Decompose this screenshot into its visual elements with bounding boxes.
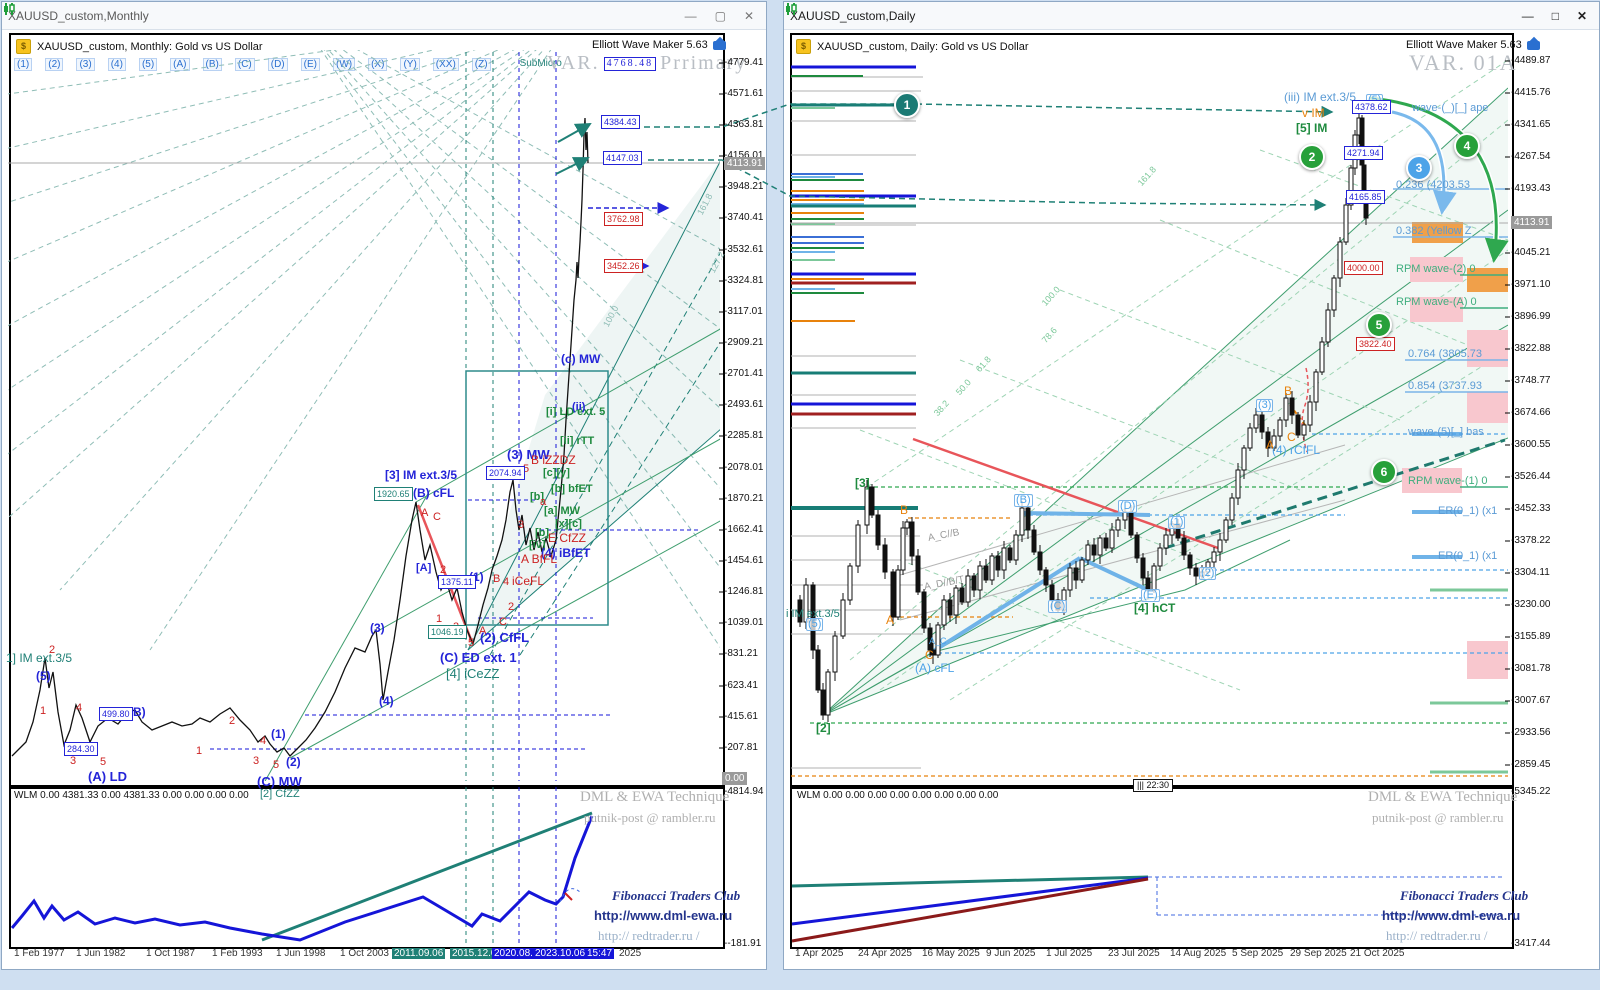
wave-button-1[interactable]: (1) — [14, 58, 33, 71]
wave-button-2[interactable]: (2) — [45, 58, 64, 71]
wave-button-C[interactable]: (C) — [234, 58, 255, 71]
maximize-button[interactable]: □ — [1551, 8, 1559, 23]
window-monthly: XAUUSD_custom,Monthly — ▢ ✕ $ XAUUSD_cus… — [1, 1, 767, 970]
graduation-cap-icon[interactable] — [1526, 40, 1540, 50]
chart-header: $ XAUUSD_custom, Monthly: Gold vs US Dol… — [16, 39, 263, 54]
brand-label: Elliott Wave Maker 5.63 — [592, 39, 726, 51]
chart-frame — [9, 33, 725, 787]
wave-button-D[interactable]: (D) — [267, 58, 288, 71]
wave-button-Y[interactable]: (Y) — [400, 58, 420, 71]
wave-button-E[interactable]: (E) — [300, 58, 320, 71]
chart-header: $ XAUUSD_custom, Daily: Gold vs US Dolla… — [796, 39, 1029, 54]
indicator-frame — [9, 787, 725, 949]
wave-button-4[interactable]: (4) — [107, 58, 126, 71]
wave-button-B[interactable]: (B) — [202, 58, 222, 71]
brand-text: Elliott Wave Maker 5.63 — [1406, 39, 1522, 51]
wave-button-X[interactable]: (X) — [368, 58, 388, 71]
wave-button-Z[interactable]: (Z) — [471, 58, 491, 71]
wave-button-XX[interactable]: (XX) — [432, 58, 459, 71]
indicator-frame — [790, 787, 1514, 949]
wave-button-3[interactable]: (3) — [76, 58, 95, 71]
window-title: XAUUSD_custom,Daily — [790, 8, 916, 23]
symbol-file-icon[interactable]: $ — [796, 39, 811, 54]
brand-label: Elliott Wave Maker 5.63 — [1406, 39, 1540, 51]
close-button[interactable]: ✕ — [743, 8, 754, 23]
brand-text: Elliott Wave Maker 5.63 — [592, 39, 708, 51]
wave-button-W[interactable]: (W) — [332, 58, 356, 71]
minimize-button[interactable]: — — [684, 8, 697, 23]
symbol-title: XAUUSD_custom, Daily: Gold vs US Dollar — [817, 40, 1029, 53]
titlebar-monthly[interactable]: XAUUSD_custom,Monthly — ▢ ✕ — [2, 2, 766, 30]
wave-button-5[interactable]: (5) — [138, 58, 158, 71]
wave-button-A[interactable]: (A) — [170, 58, 190, 71]
variant-watermark: VAR. 4768.48 Prrimary — [547, 52, 748, 74]
price-tag: 4768.48 — [603, 56, 657, 71]
titlebar-daily[interactable]: XAUUSD_custom,Daily — □ ✕ — [784, 2, 1599, 30]
variant-watermark: VAR. 01A — [1409, 50, 1518, 75]
graduation-cap-icon[interactable] — [712, 40, 726, 50]
window-title: XAUUSD_custom,Monthly — [8, 8, 149, 23]
symbol-file-icon[interactable]: $ — [16, 39, 31, 54]
wave-button-row: (1) (2) (3) (4) (5) (A) (B) (C) (D) (E) (W) (X) (Y) (… — [14, 58, 564, 71]
close-button[interactable]: ✕ — [1576, 8, 1587, 23]
window-daily: XAUUSD_custom,Daily — □ ✕ $ XAUUSD_custo… — [783, 1, 1600, 970]
maximize-button[interactable]: ▢ — [714, 8, 726, 23]
symbol-title: XAUUSD_custom, Monthly: Gold vs US Dolla… — [37, 40, 263, 53]
minimize-button[interactable]: — — [1521, 8, 1534, 23]
chart-frame — [790, 33, 1514, 787]
